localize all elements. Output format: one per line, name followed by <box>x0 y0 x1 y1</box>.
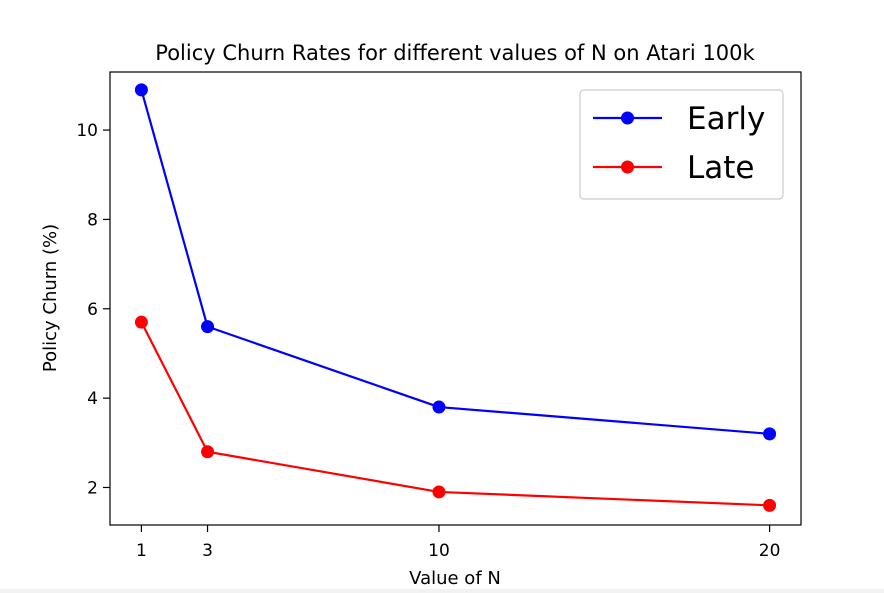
legend-marker-late <box>621 160 634 174</box>
data-point-late <box>432 485 446 499</box>
y-tick-label: 6 <box>87 300 98 320</box>
y-tick-label: 4 <box>87 389 98 409</box>
chart-title: Policy Churn Rates for different values … <box>155 41 755 65</box>
legend-items: Early Late <box>593 101 765 186</box>
data-point-early <box>763 427 777 441</box>
y-axis-ticks: 2 4 6 8 10 <box>76 121 110 498</box>
x-tick-label: 1 <box>136 541 147 561</box>
y-tick-label: 8 <box>87 210 98 230</box>
series-layer <box>134 83 777 512</box>
legend-label-early: Early <box>687 101 765 137</box>
x-tick-label: 10 <box>428 541 450 561</box>
data-point-early <box>201 320 215 334</box>
data-point-late <box>201 445 215 459</box>
legend-label-late: Late <box>687 150 755 186</box>
data-point-late <box>763 498 777 512</box>
y-axis-label: Policy Churn (%) <box>40 224 61 372</box>
x-tick-label: 3 <box>202 541 213 561</box>
series-line-late <box>140 321 771 507</box>
x-tick-label: 20 <box>759 541 781 561</box>
bottom-strip <box>0 589 884 593</box>
x-axis-ticks: 1 3 10 20 <box>136 525 780 561</box>
y-tick-label: 2 <box>87 478 98 498</box>
plot-frame <box>109 71 802 526</box>
data-point-early <box>134 83 148 97</box>
legend: Early Late <box>579 89 784 200</box>
x-axis-label: Value of N <box>409 568 501 589</box>
series-line-early <box>140 88 771 435</box>
legend-marker-early <box>621 111 634 125</box>
data-point-late <box>134 315 148 329</box>
data-point-early <box>432 400 446 414</box>
y-tick-label: 10 <box>76 121 98 141</box>
